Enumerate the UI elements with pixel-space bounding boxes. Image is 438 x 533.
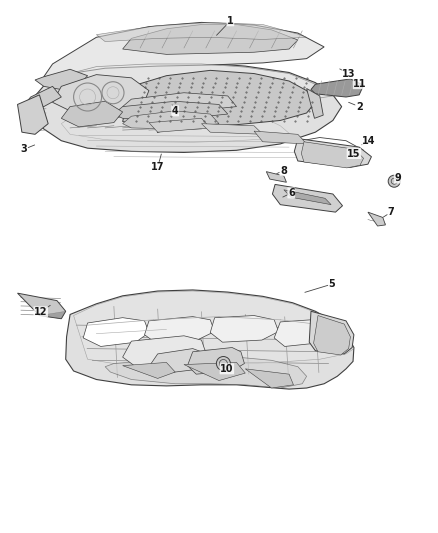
Polygon shape [149,349,206,374]
Polygon shape [61,64,333,102]
Polygon shape [149,118,210,132]
Polygon shape [307,88,323,118]
Polygon shape [123,70,315,127]
Text: 15: 15 [347,149,360,158]
Polygon shape [114,101,228,119]
Polygon shape [309,311,354,354]
Polygon shape [254,131,307,144]
Polygon shape [123,111,219,129]
Polygon shape [123,336,206,367]
Polygon shape [31,63,342,152]
Polygon shape [35,69,88,90]
Polygon shape [18,95,48,134]
Polygon shape [96,22,307,42]
Polygon shape [274,320,328,346]
Polygon shape [123,362,175,378]
Polygon shape [105,357,307,388]
Polygon shape [294,139,371,167]
Polygon shape [368,212,385,226]
Polygon shape [201,124,263,134]
Polygon shape [74,291,354,365]
Polygon shape [210,316,279,342]
Polygon shape [344,155,360,164]
Text: 12: 12 [34,307,47,317]
Text: 5: 5 [328,279,336,289]
Circle shape [388,175,400,187]
Text: 14: 14 [362,136,375,146]
Text: 17: 17 [151,163,164,172]
Text: 13: 13 [343,69,356,78]
Polygon shape [53,75,149,118]
Polygon shape [123,93,237,112]
Polygon shape [314,316,350,355]
Text: 8: 8 [280,166,287,175]
Polygon shape [184,362,245,381]
Polygon shape [123,25,298,54]
Polygon shape [145,317,215,344]
Polygon shape [301,142,364,168]
Polygon shape [83,318,149,346]
Polygon shape [39,311,66,319]
Text: 10: 10 [220,364,233,374]
Text: 1: 1 [227,16,234,26]
Text: 3: 3 [21,144,28,154]
Polygon shape [18,293,66,319]
Polygon shape [311,79,364,97]
Text: 2: 2 [356,102,363,111]
Polygon shape [61,101,123,127]
Text: 4: 4 [172,106,179,116]
Text: 6: 6 [288,188,295,198]
Polygon shape [284,190,331,205]
Polygon shape [266,172,286,182]
Polygon shape [26,86,61,107]
Text: 11: 11 [353,79,367,88]
Circle shape [216,357,230,370]
Text: 7: 7 [388,207,395,217]
Polygon shape [44,22,324,77]
Polygon shape [66,290,354,389]
Polygon shape [61,107,289,142]
Polygon shape [272,184,343,212]
Polygon shape [187,348,244,374]
Text: 9: 9 [394,173,401,183]
Polygon shape [245,369,293,388]
